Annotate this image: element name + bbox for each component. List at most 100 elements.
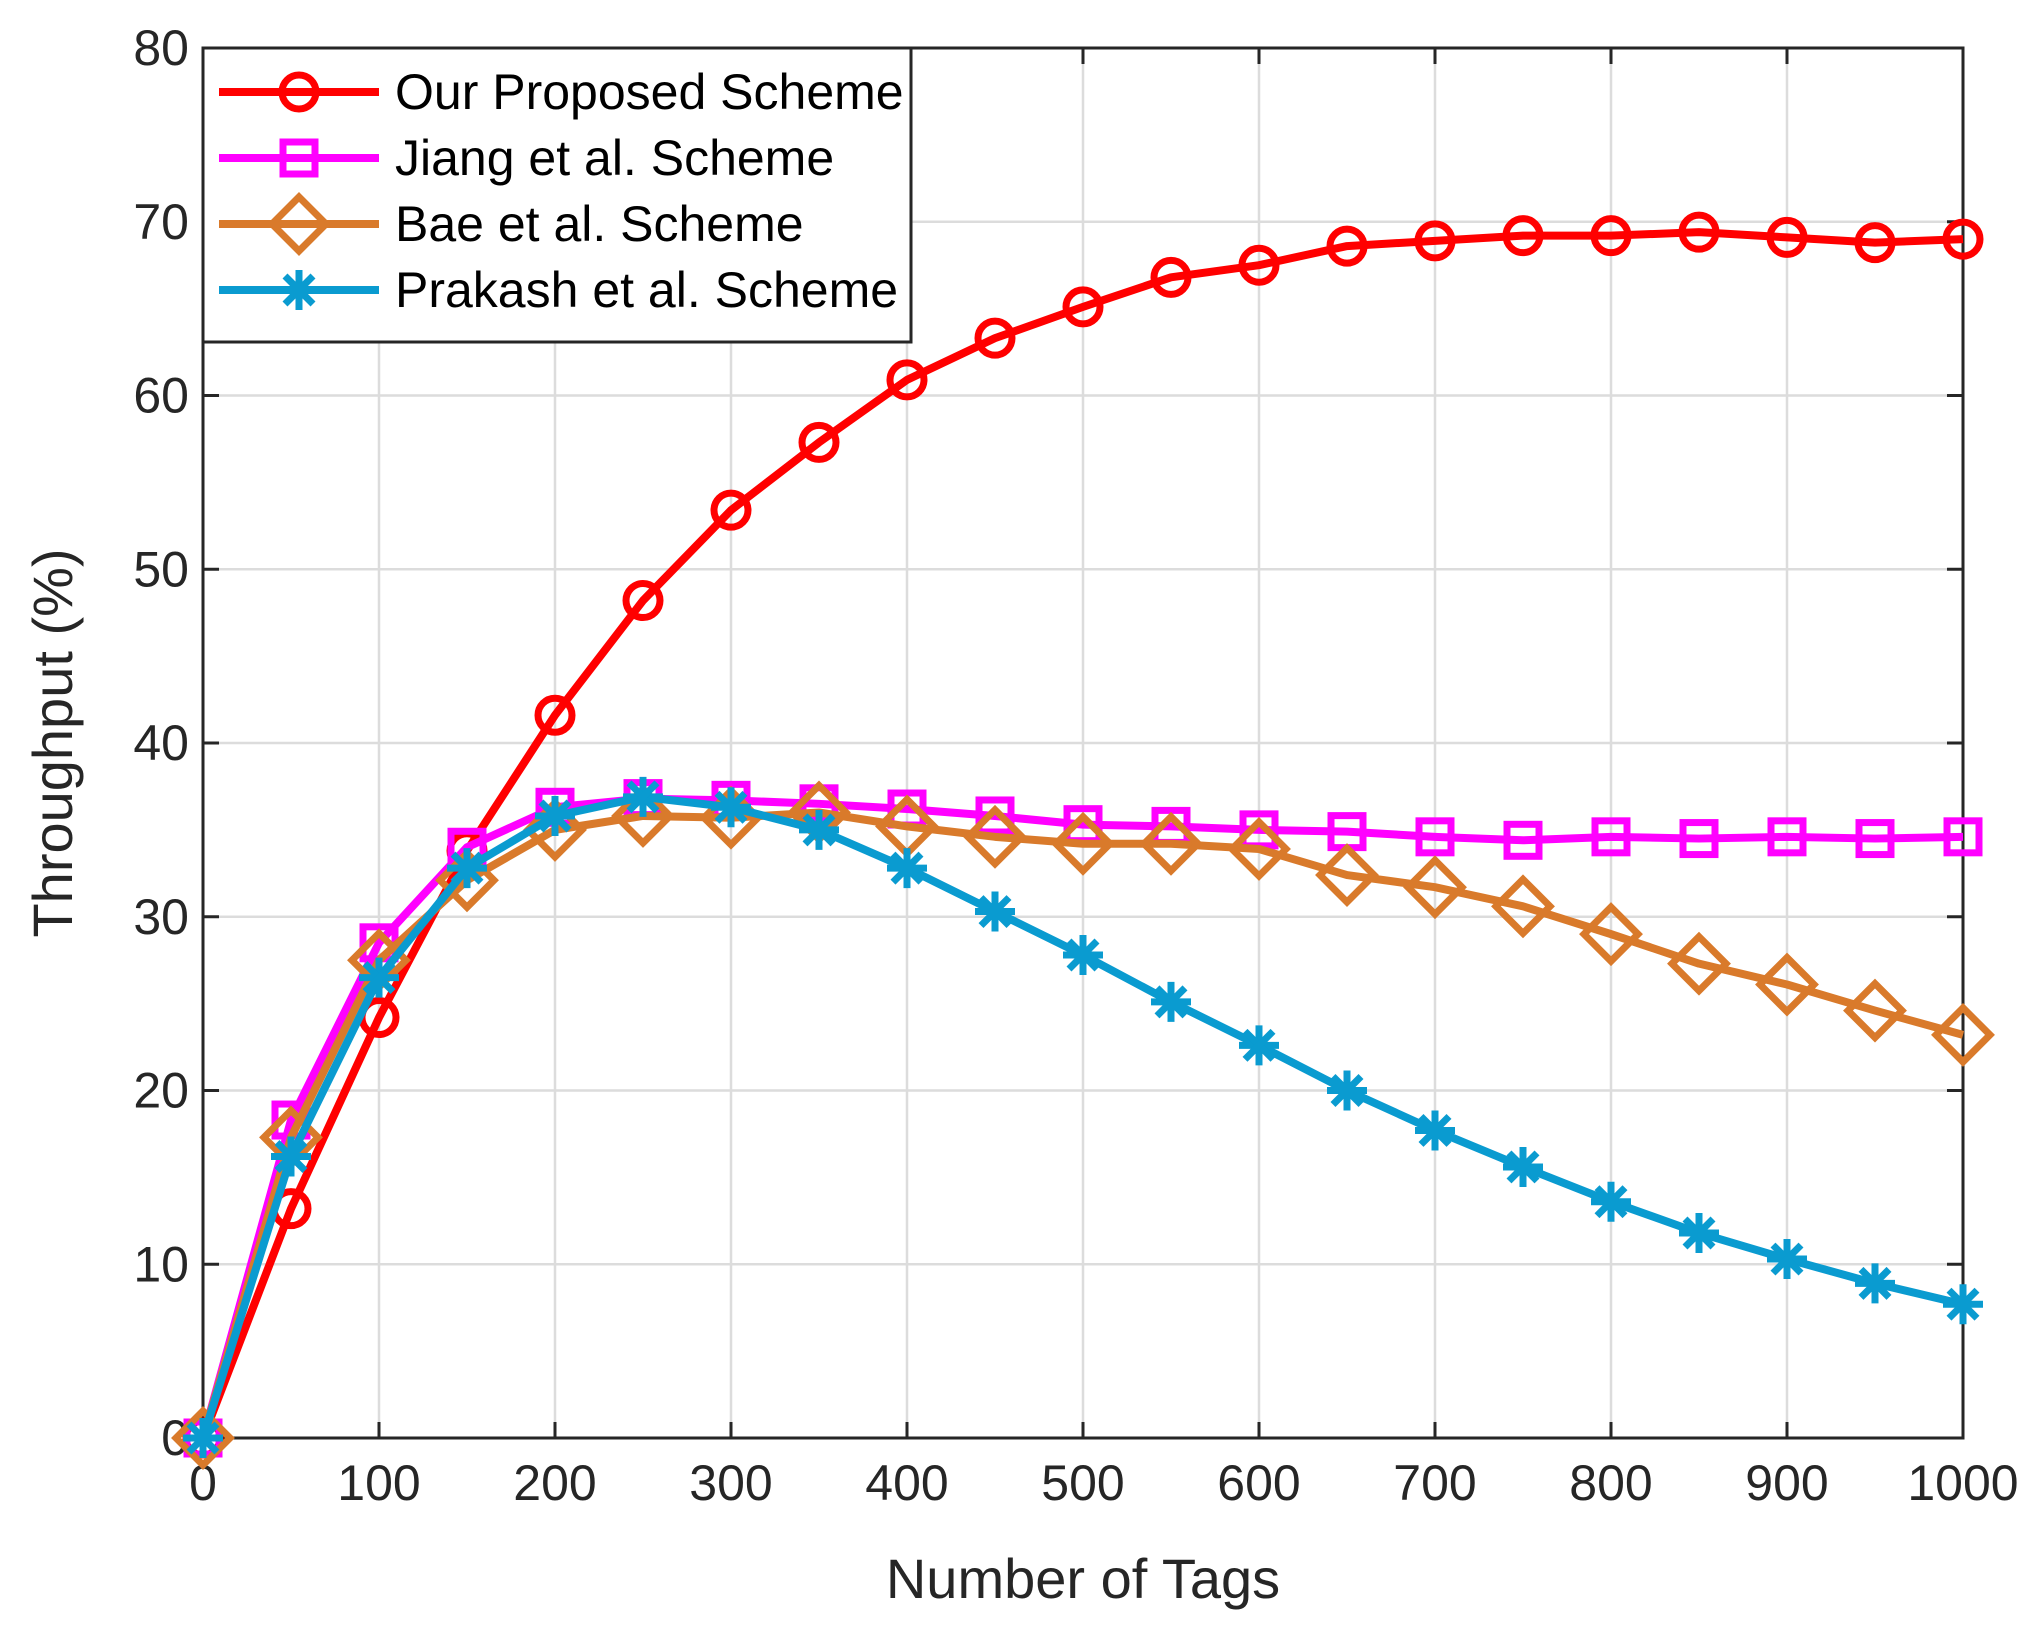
legend-marker-diamond: [267, 192, 331, 256]
data-point-square: [1679, 819, 1719, 859]
asterisk-stroke: [1594, 1185, 1628, 1219]
asterisk-stroke: [186, 1421, 220, 1455]
asterisk-stroke: [1770, 1242, 1804, 1276]
asterisk-stroke: [282, 273, 316, 307]
x-axis-ticks: 0 100 200 300 400 500 600 700 800 900 1000: [189, 48, 2019, 1511]
series-our-proposed-scheme: [182, 211, 1984, 1459]
y-tick-label: 80: [133, 20, 189, 76]
asterisk-stroke: [1682, 1216, 1716, 1250]
data-point-circle: [1854, 222, 1896, 264]
data-point-asterisk: [535, 795, 575, 836]
x-tick-label: 800: [1569, 1455, 1652, 1511]
data-point-circle: [1414, 220, 1456, 262]
data-point-diamond: [963, 804, 1027, 869]
data-point-diamond: [523, 797, 587, 862]
legend-label: Our Proposed Scheme: [395, 64, 904, 120]
data-point-diamond: [611, 784, 675, 848]
y-tick-label: 20: [133, 1063, 189, 1119]
legend-item: Bae et al. Scheme: [219, 192, 804, 256]
asterisk-stroke: [714, 790, 748, 824]
x-tick-label: 500: [1041, 1455, 1124, 1511]
x-tick-label: 900: [1745, 1455, 1828, 1511]
asterisk-stroke: [978, 895, 1012, 929]
data-point-asterisk: [1855, 1263, 1895, 1304]
x-tick-label: 400: [865, 1455, 948, 1511]
legend-marker-asterisk: [279, 270, 319, 310]
y-axis-label: Throughput (%): [21, 548, 84, 937]
data-point-asterisk: [271, 1136, 311, 1177]
data-point-asterisk: [1239, 1025, 1279, 1066]
data-point-diamond: [1403, 855, 1467, 920]
data-point-square: [975, 796, 1015, 836]
data-point-asterisk: [1679, 1212, 1719, 1253]
x-axis-label: Number of Tags: [886, 1547, 1280, 1610]
data-point-square: [1591, 817, 1631, 857]
data-point-square: [1767, 817, 1807, 857]
data-point-diamond: [1579, 902, 1643, 967]
data-point-circle: [886, 359, 928, 401]
data-point-circle: [1678, 211, 1720, 253]
data-point-diamond: [171, 1406, 235, 1470]
data-point-diamond: [1667, 931, 1731, 996]
data-point-asterisk: [1063, 934, 1103, 975]
data-point-circle: [1766, 216, 1808, 258]
asterisk-stroke: [274, 1140, 308, 1173]
data-point-square: [1943, 817, 1983, 857]
y-tick-label: 10: [133, 1236, 189, 1292]
asterisk-stroke: [626, 780, 660, 814]
series-prakash-et-al-scheme: [183, 776, 1983, 1458]
y-tick-label: 60: [133, 368, 189, 424]
data-point-square: [1855, 819, 1895, 859]
asterisk-stroke: [1858, 1266, 1892, 1300]
data-point-asterisk: [183, 1418, 223, 1458]
data-point-square: [1415, 817, 1455, 857]
data-point-square: [1503, 820, 1543, 860]
data-point-circle: [1326, 225, 1368, 267]
y-tick-label: 50: [133, 541, 189, 597]
series-layer: [171, 211, 1995, 1470]
asterisk-stroke: [538, 799, 572, 833]
data-point-asterisk: [1943, 1284, 1983, 1325]
legend-label: Jiang et al. Scheme: [395, 130, 834, 186]
x-tick-label: 1000: [1907, 1455, 2018, 1511]
data-point-asterisk: [975, 891, 1015, 932]
data-point-circle: [974, 317, 1016, 359]
asterisk-stroke: [450, 851, 484, 885]
x-tick-label: 100: [337, 1455, 420, 1511]
legend-item: Jiang et al. Scheme: [219, 130, 834, 186]
y-tick-label: 70: [133, 194, 189, 250]
data-point-circle: [1590, 215, 1632, 257]
asterisk-stroke: [362, 961, 396, 995]
x-tick-label: 700: [1393, 1455, 1476, 1511]
data-point-diamond: [1139, 811, 1203, 876]
data-point-circle: [1062, 286, 1104, 328]
data-point-asterisk: [1327, 1070, 1367, 1111]
data-point-circle: [534, 694, 576, 736]
series-line-bae-et-al-scheme: [199, 808, 1965, 1440]
legend: Our Proposed Scheme Jiang et al. Scheme Ba…: [201, 46, 913, 344]
data-point-diamond: [1315, 843, 1379, 907]
data-point-asterisk: [887, 848, 927, 889]
x-tick-label: 600: [1217, 1455, 1300, 1511]
asterisk-stroke: [1418, 1113, 1452, 1147]
data-point-asterisk: [1503, 1146, 1543, 1187]
legend-item: Prakash et al. Scheme: [219, 262, 898, 318]
data-point-diamond: [1843, 978, 1907, 1043]
data-point-asterisk: [1591, 1181, 1631, 1222]
y-tick-label: 40: [133, 715, 189, 771]
data-point-circle: [622, 580, 664, 622]
data-point-asterisk: [799, 809, 839, 850]
data-point-circle: [1502, 215, 1544, 257]
x-tick-label: 300: [689, 1455, 772, 1511]
legend-label: Bae et al. Scheme: [395, 196, 804, 252]
data-point-diamond: [1755, 952, 1819, 1017]
data-point-asterisk: [711, 787, 751, 828]
data-point-asterisk: [359, 957, 399, 998]
series-line-jiang-et-al-scheme: [199, 794, 1964, 1440]
asterisk-stroke: [1242, 1028, 1276, 1062]
data-point-circle: [798, 421, 840, 463]
asterisk-stroke: [1330, 1074, 1364, 1107]
x-tick-label: 200: [513, 1455, 596, 1511]
data-point-circle: [1942, 218, 1984, 260]
